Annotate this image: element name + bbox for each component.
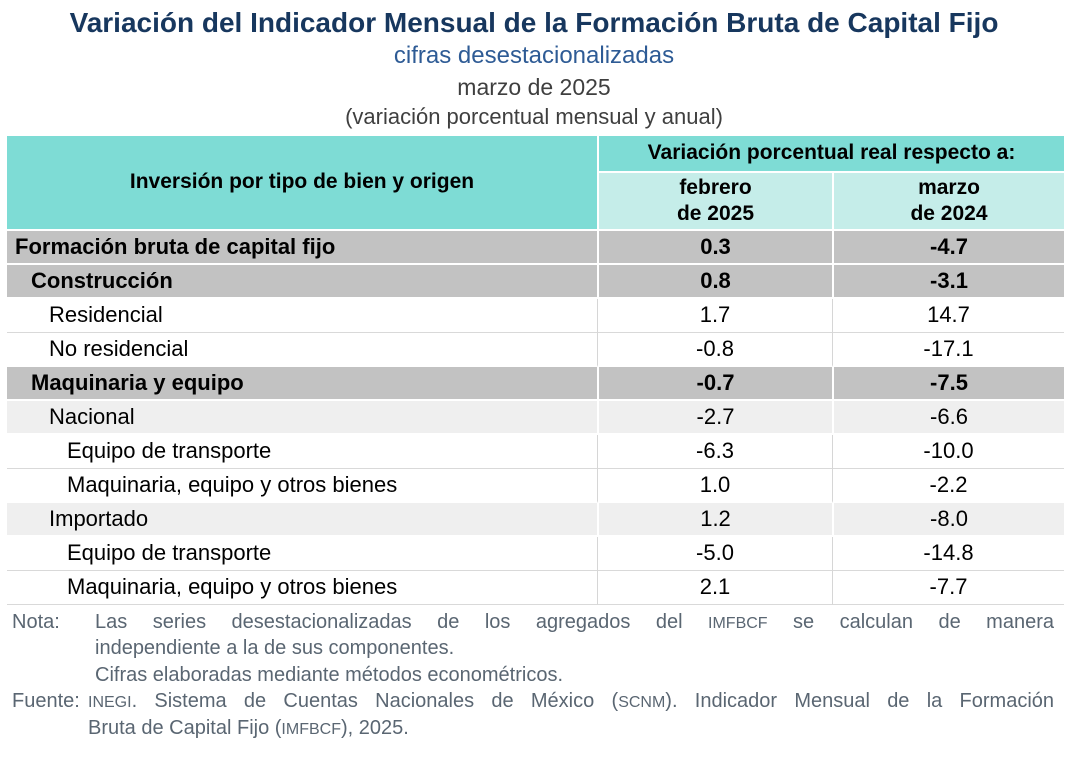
subtitle-series-type: cifras desestacionalizadas: [393, 42, 675, 70]
value-mar2024: 14.7: [832, 298, 1064, 333]
nota-body: Las series desestacionalizadas de los ag…: [12, 609, 1054, 688]
column-group-header-variation: Variación porcentual real respecto a:: [597, 135, 1064, 173]
value-feb2025: -2.7: [597, 400, 832, 435]
title-block: Variación del Indicador Mensual de la Fo…: [0, 0, 1068, 130]
value-mar2024: -17.1: [832, 332, 1064, 367]
nota-line1: Las series desestacionalizadas de los ag…: [95, 609, 1054, 635]
table-row-nacional-equipo-transporte: Equipo de transporte -6.3 -10.0: [7, 434, 1064, 469]
value-feb2025: -5.0: [597, 536, 832, 571]
row-label: Nacional: [7, 400, 597, 435]
fuente-line1-text: . Sistema de Cuentas Nacionales de Méxic…: [131, 690, 619, 713]
value-mar2024: -4.7: [832, 230, 1064, 265]
column-header-investment-type: Inversión por tipo de bien y origen: [7, 135, 597, 231]
footnotes: Nota: Las series desestacionalizadas de …: [12, 609, 1054, 741]
nota-line2: independiente a la de sus componentes.: [95, 637, 455, 660]
row-label: No residencial: [7, 332, 597, 367]
table-row-no-residencial: No residencial -0.8 -17.1: [7, 332, 1064, 367]
acronym-scnm: SCNM: [618, 694, 666, 712]
value-mar2024: -7.5: [832, 366, 1064, 401]
table-row-nacional: Nacional -2.7 -6.6: [7, 400, 1064, 435]
fuente-line1: INEGI. Sistema de Cuentas Nacionales de …: [88, 688, 1054, 714]
nota-line1-text-end: se calculan de manera: [767, 610, 1054, 633]
column-header-marzo-line2: de 2024: [910, 201, 988, 225]
table-row-maquinaria-equipo: Maquinaria y equipo -0.7 -7.5: [7, 366, 1064, 401]
column-header-marzo-line1: marzo: [918, 175, 980, 199]
fuente-line2-text-end: ), 2025.: [340, 716, 409, 739]
fuente-body: INEGI. Sistema de Cuentas Nacionales de …: [12, 688, 1054, 741]
note-row-nota: Nota: Las series desestacionalizadas de …: [12, 609, 1054, 688]
nota-line1-text: Las series desestacionalizadas de los ag…: [95, 610, 709, 633]
acronym-inegi: INEGI: [88, 694, 132, 712]
column-header-febrero-2025: febrero de 2025: [597, 172, 832, 231]
value-feb2025: -6.3: [597, 434, 832, 469]
table-row-importado-maquinaria-otros: Maquinaria, equipo y otros bienes 2.1 -7…: [7, 570, 1064, 605]
subtitle-measure-note: (variación porcentual mensual y anual): [345, 103, 723, 129]
row-label: Construcción: [7, 264, 597, 299]
value-feb2025: 1.2: [597, 502, 832, 537]
row-label: Maquinaria y equipo: [7, 366, 597, 401]
value-mar2024: -14.8: [832, 536, 1064, 571]
row-label: Formación bruta de capital fijo: [7, 230, 597, 265]
imfbcf-variation-table: Inversión por tipo de bien y origen Vari…: [7, 135, 1064, 605]
column-header-febrero-line1: febrero: [679, 175, 752, 199]
value-mar2024: -8.0: [832, 502, 1064, 537]
page-title: Variación del Indicador Mensual de la Fo…: [69, 7, 999, 38]
value-mar2024: -3.1: [832, 264, 1064, 299]
value-mar2024: -6.6: [832, 400, 1064, 435]
row-label: Importado: [7, 502, 597, 537]
table-row-importado: Importado 1.2 -8.0: [7, 502, 1064, 537]
value-feb2025: 0.3: [597, 230, 832, 265]
table-row-residencial: Residencial 1.7 14.7: [7, 298, 1064, 333]
table-row-importado-equipo-transporte: Equipo de transporte -5.0 -14.8: [7, 536, 1064, 571]
table-row-fbkf-total: Formación bruta de capital fijo 0.3 -4.7: [7, 230, 1064, 265]
value-feb2025: -0.7: [597, 366, 832, 401]
table-row-construccion: Construcción 0.8 -3.1: [7, 264, 1064, 299]
row-label: Maquinaria, equipo y otros bienes: [7, 570, 597, 605]
subtitle-period: marzo de 2025: [457, 73, 611, 100]
nota-label: Nota:: [12, 610, 60, 633]
row-label: Equipo de transporte: [7, 434, 597, 469]
row-label: Equipo de transporte: [7, 536, 597, 571]
column-header-febrero-line2: de 2025: [676, 201, 755, 225]
value-mar2024: -10.0: [832, 434, 1064, 469]
fuente-line2: Bruta de Capital Fijo (IMFBCF), 2025.: [88, 715, 1054, 741]
value-feb2025: -0.8: [597, 332, 832, 367]
fuente-label: Fuente:: [12, 690, 80, 713]
acronym-imfbcf: IMFBCF: [708, 614, 768, 632]
nota-line3: Cifras elaboradas mediante métodos econo…: [95, 663, 564, 686]
note-row-fuente: Fuente: INEGI. Sistema de Cuentas Nacion…: [12, 688, 1054, 741]
value-feb2025: 2.1: [597, 570, 832, 605]
acronym-imfbcf-2: IMFBCF: [281, 720, 341, 738]
value-feb2025: 0.8: [597, 264, 832, 299]
column-header-marzo-2024: marzo de 2024: [832, 172, 1064, 231]
fuente-line1-text-end: ). Indicador Mensual de la Formación: [665, 690, 1055, 713]
value-feb2025: 1.7: [597, 298, 832, 333]
value-feb2025: 1.0: [597, 468, 832, 503]
value-mar2024: -7.7: [832, 570, 1064, 605]
row-label: Residencial: [7, 298, 597, 333]
table-row-nacional-maquinaria-otros: Maquinaria, equipo y otros bienes 1.0 -2…: [7, 468, 1064, 503]
value-mar2024: -2.2: [832, 468, 1064, 503]
row-label: Maquinaria, equipo y otros bienes: [7, 468, 597, 503]
fuente-line2-text: Bruta de Capital Fijo (: [88, 716, 282, 739]
